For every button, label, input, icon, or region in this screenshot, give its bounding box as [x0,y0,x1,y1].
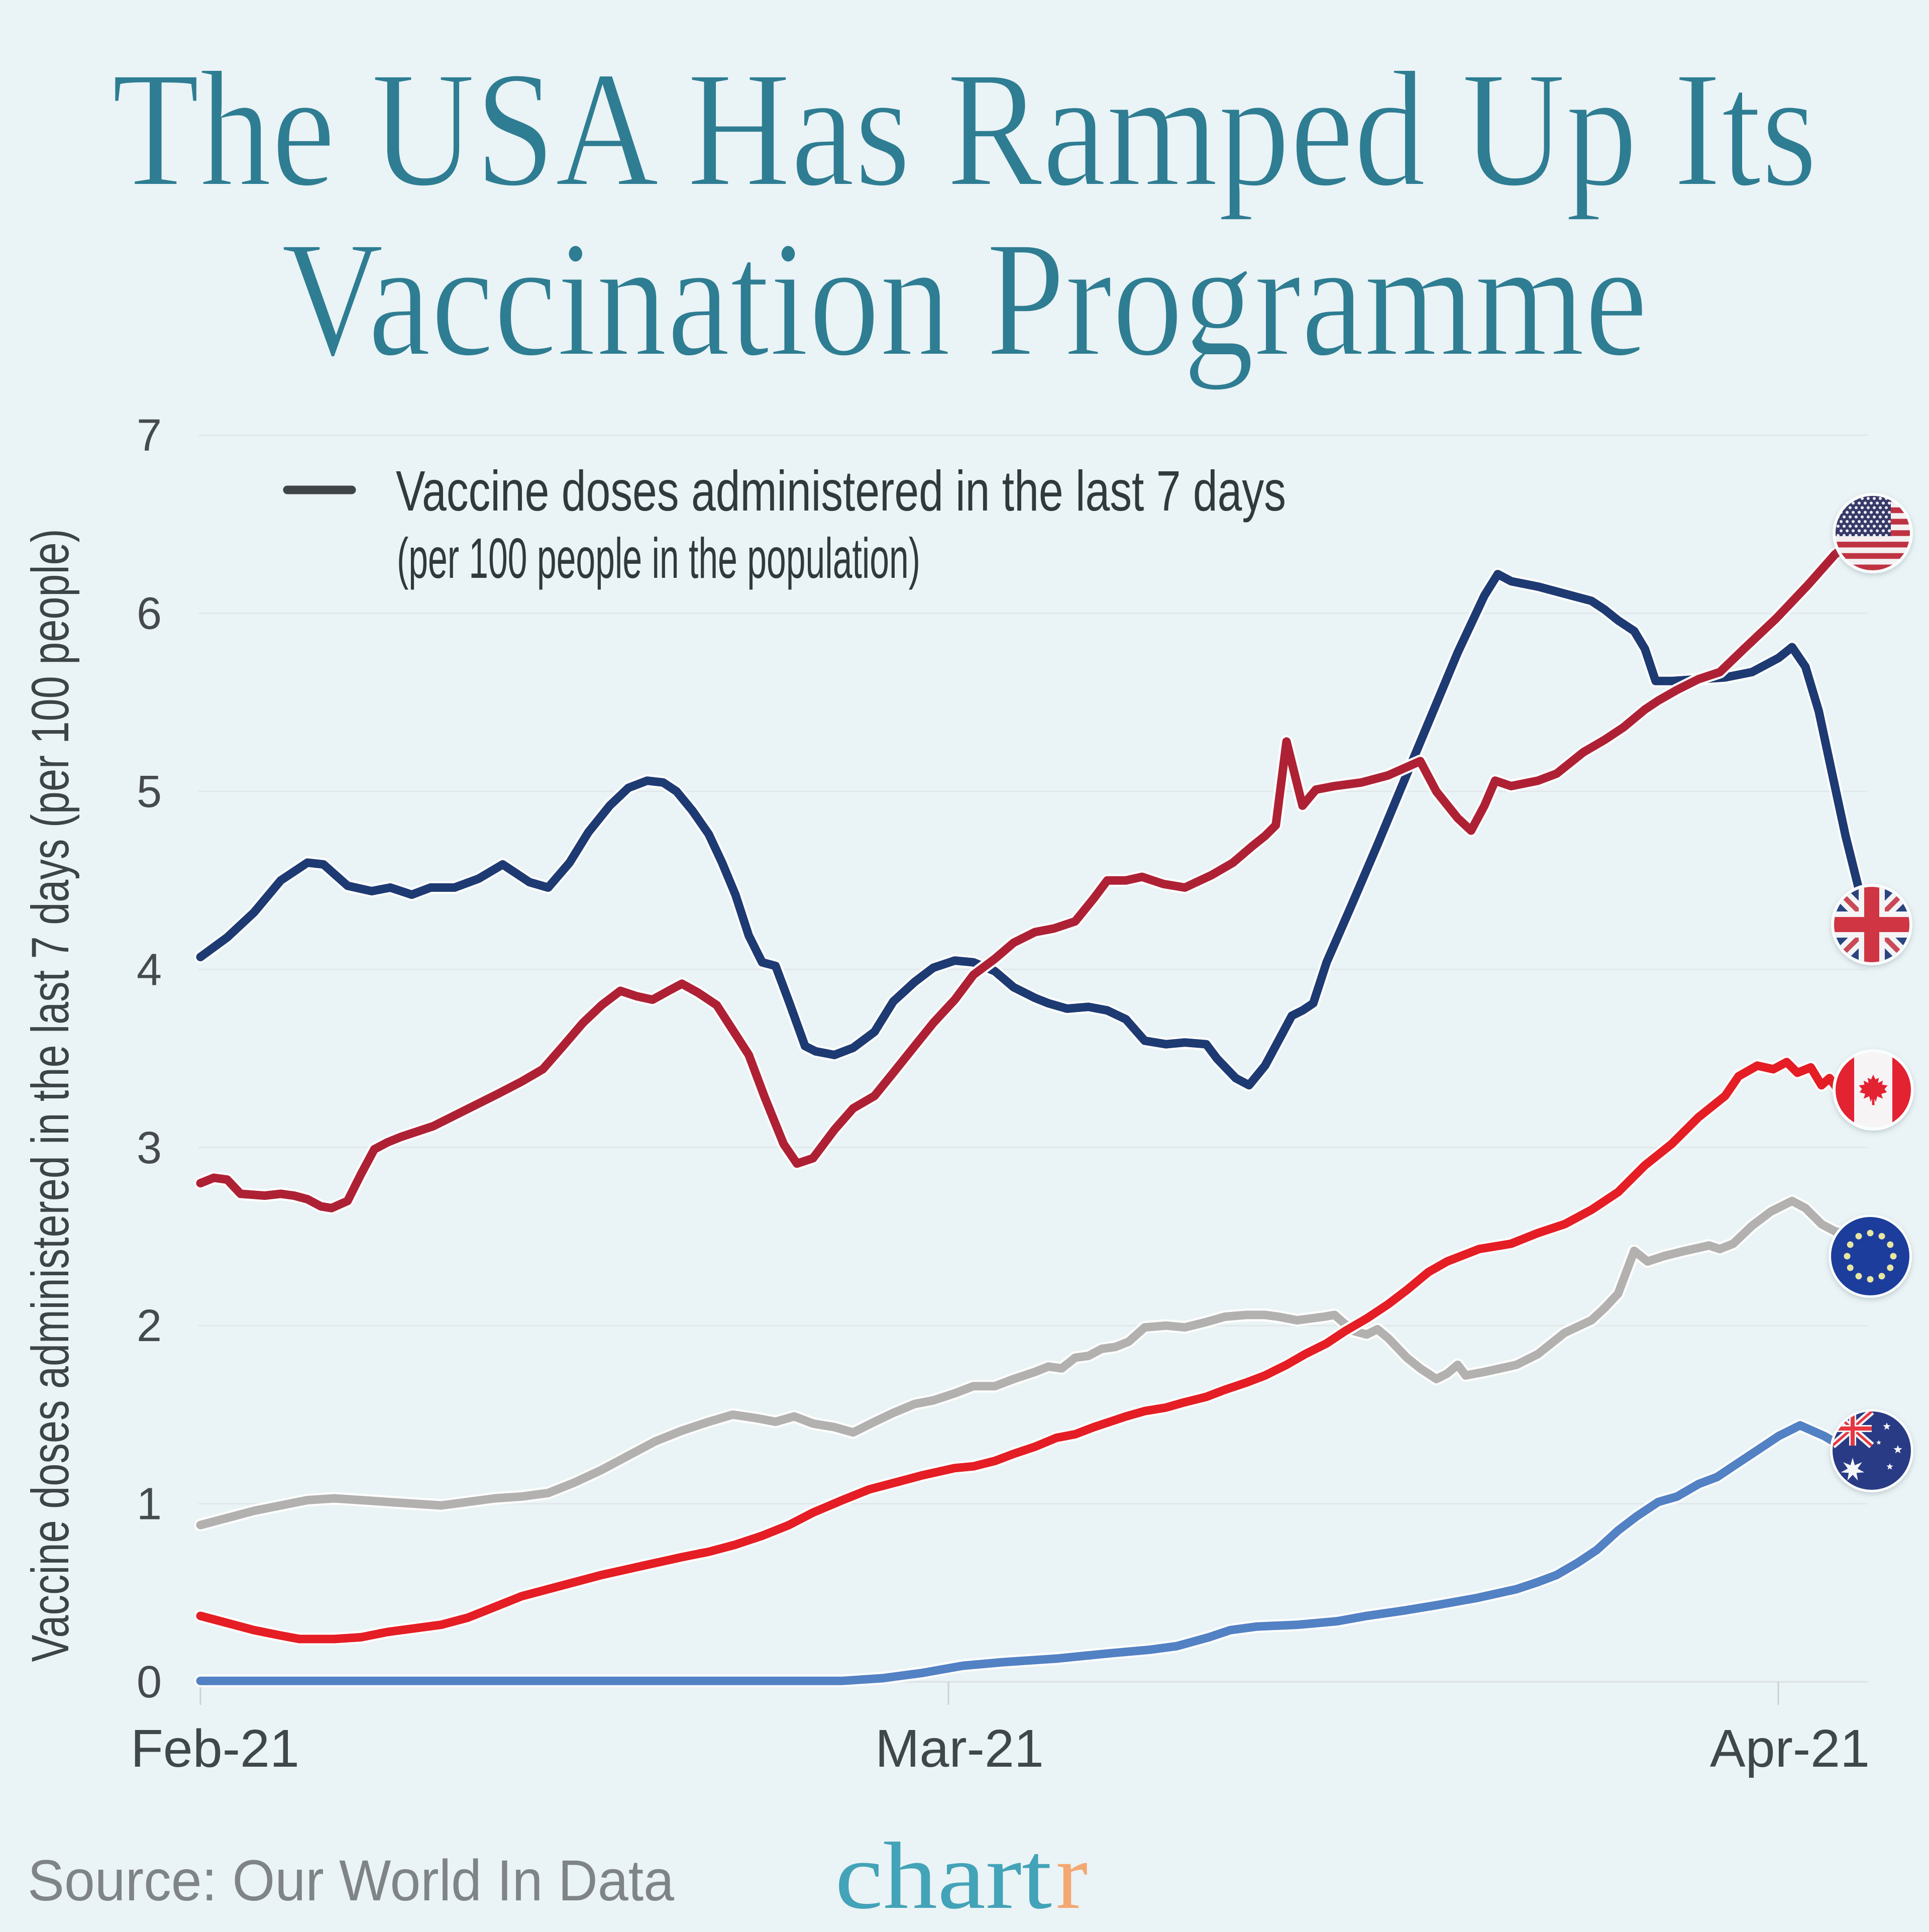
svg-text:4: 4 [137,945,162,995]
svg-text:0: 0 [137,1657,162,1707]
svg-text:Mar-21: Mar-21 [875,1719,1044,1778]
svg-text:3: 3 [137,1123,162,1173]
svg-text:1: 1 [137,1479,162,1530]
svg-text:6: 6 [137,589,162,639]
svg-text:The USA Has Ramped Up Its: The USA Has Ramped Up Its [112,38,1817,221]
svg-text:5: 5 [137,767,162,817]
svg-text:Vaccine doses administered in: Vaccine doses administered in the last 7… [21,529,80,1662]
svg-text:r: r [1056,1823,1088,1929]
svg-text:Apr-21: Apr-21 [1710,1719,1870,1778]
svg-text:chart: chart [835,1823,1052,1929]
svg-text:Vaccine doses administered in: Vaccine doses administered in the last 7… [396,459,1286,523]
svg-text:(per 100 people in the populat: (per 100 people in the population) [397,527,920,590]
svg-text:Source: Our World In Data: Source: Our World In Data [28,1849,674,1913]
svg-text:Feb-21: Feb-21 [131,1719,299,1778]
svg-text:7: 7 [137,411,162,461]
svg-text:2: 2 [137,1301,162,1351]
svg-text:Vaccination Programme: Vaccination Programme [281,208,1648,391]
